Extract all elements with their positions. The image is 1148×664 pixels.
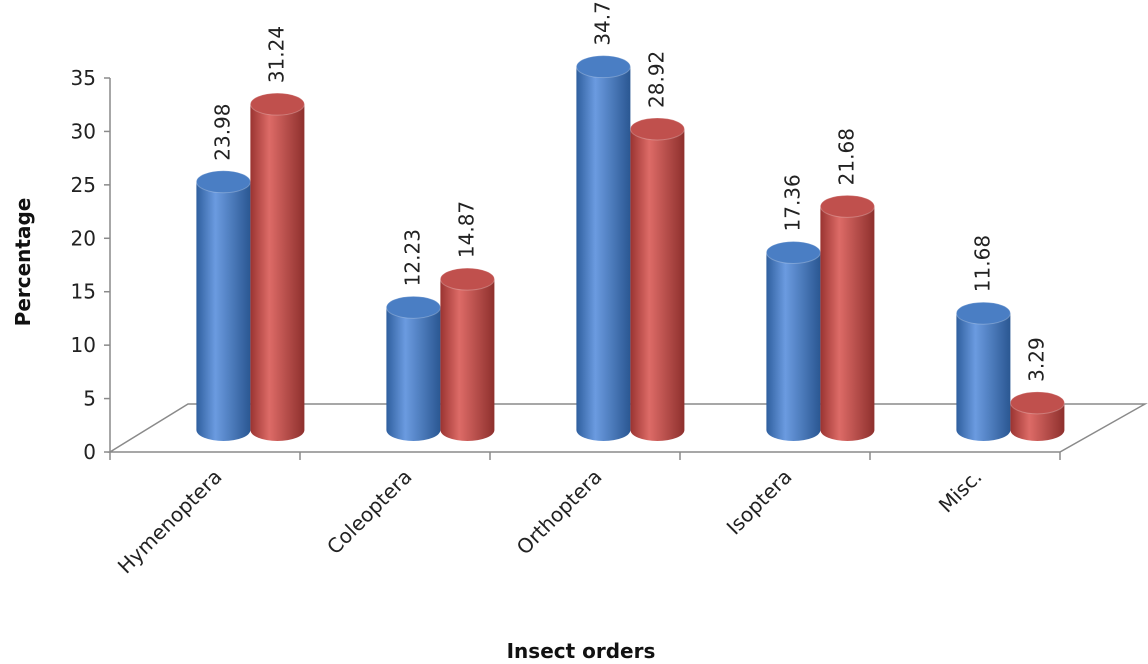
bar-top (249, 92, 305, 116)
data-label: 11.68 (970, 235, 994, 292)
data-label: 28.92 (644, 51, 668, 108)
x-tick-label: Hymenoptera (113, 465, 227, 579)
data-labels: 23.98 31.24 12.23 14.87 34.75 28.92 17.36 21.68… (210, 0, 1048, 382)
y-tick-label: 15 (71, 280, 96, 304)
bar (819, 194, 875, 441)
bar-top (195, 170, 251, 194)
x-tick-label: Isoptera (722, 465, 797, 540)
bar-body (250, 104, 305, 442)
x-tick-label: Coleoptera (322, 465, 416, 559)
data-label: 12.23 (400, 229, 424, 286)
bar-body (766, 252, 821, 442)
bar-top (385, 295, 441, 319)
y-tick-label: 35 (71, 66, 96, 90)
bar-body (820, 206, 875, 441)
data-label: 23.98 (210, 103, 234, 160)
bar-body (576, 66, 631, 442)
bar-top (439, 267, 495, 291)
bar (765, 240, 821, 442)
y-tick-label: 0 (83, 440, 96, 464)
bar-top (1009, 391, 1065, 415)
y-axis-title: Percentage (11, 198, 35, 327)
bar (385, 295, 441, 442)
bar (955, 301, 1011, 442)
bar-top (629, 117, 685, 141)
bar (439, 267, 495, 442)
y-tick-label: 10 (71, 333, 96, 357)
data-label: 14.87 (454, 201, 478, 258)
bar (575, 55, 631, 442)
data-label: 17.36 (780, 174, 804, 231)
x-axis-title: Insect orders (507, 639, 656, 663)
bar-body (956, 313, 1011, 442)
y-tick-label: 5 (83, 387, 96, 411)
y-tick-label: 25 (71, 173, 96, 197)
bar (1009, 391, 1065, 442)
y-axis: 0 5 10 15 20 25 30 35 (71, 66, 111, 464)
bar-top (575, 55, 631, 79)
bar (629, 117, 685, 442)
bar-body (196, 181, 251, 441)
bar-top (765, 240, 821, 264)
data-label: 31.24 (264, 26, 288, 83)
data-label: 34.75 (590, 0, 614, 46)
bar-body (630, 128, 685, 442)
bar-body (440, 279, 495, 442)
bar (249, 92, 305, 442)
bar-body (386, 307, 441, 442)
bar (195, 170, 251, 441)
bar-top (819, 194, 875, 218)
x-axis: Hymenoptera Coleoptera Orthoptera Isoptera M… (109, 452, 1061, 579)
bar-top (955, 301, 1011, 325)
bar-body (1010, 402, 1065, 442)
y-tick-label: 30 (71, 119, 96, 143)
x-tick-label: Misc. (934, 465, 987, 518)
data-label: 21.68 (834, 128, 858, 185)
x-tick-label: Orthoptera (512, 465, 607, 560)
y-tick-label: 20 (71, 226, 96, 250)
data-label: 3.29 (1024, 337, 1048, 382)
bars (195, 55, 1065, 442)
